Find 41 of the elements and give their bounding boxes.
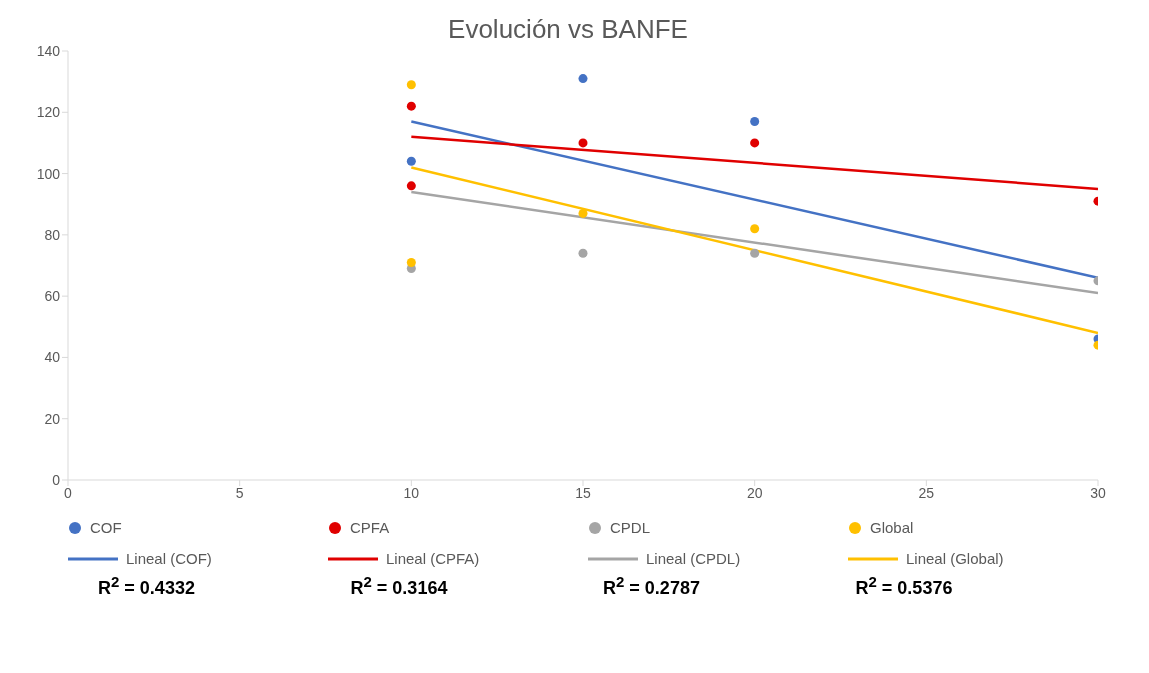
y-tick-label: 140 [36, 42, 61, 59]
x-tick-label: 25 [918, 484, 935, 501]
x-tick-label: 20 [746, 484, 763, 501]
y-tick-label: 60 [44, 288, 61, 305]
point [578, 138, 588, 148]
point [578, 74, 588, 84]
y-tick-label: 20 [44, 410, 61, 427]
x-tick-label: 15 [575, 484, 591, 501]
point [750, 138, 760, 148]
legend-label: Lineal (COF) [126, 550, 212, 567]
point [750, 224, 760, 234]
point [406, 257, 416, 267]
legend-label: Lineal (CPFA) [386, 550, 480, 567]
x-tick-label: 0 [64, 484, 73, 501]
legend-label: Lineal (Global) [906, 550, 1004, 567]
y-tick-label: 40 [44, 349, 61, 366]
x-tick-label: 10 [403, 484, 420, 501]
legend-label: COF [90, 519, 122, 536]
point [406, 156, 416, 166]
legend-label: Global [870, 519, 914, 536]
point [406, 181, 416, 191]
point [406, 101, 416, 111]
y-tick-label: 100 [36, 165, 61, 182]
point [406, 80, 416, 90]
text: R$^{2}$ = 0.4332 [98, 573, 196, 599]
y-tick-label: 120 [36, 104, 61, 121]
y-tick-label: 0 [52, 471, 61, 488]
text: R$^{2}$ = 0.2787 [603, 573, 701, 599]
x-tick-label: 5 [235, 484, 244, 501]
legend-label: CPDL [610, 519, 651, 536]
point [750, 116, 760, 126]
point [578, 208, 588, 218]
text: R$^{2}$ = 0.3164 [350, 573, 449, 599]
point [578, 248, 588, 258]
point [750, 248, 760, 258]
legend-label: Lineal (CPDL) [646, 550, 741, 567]
x-tick-label: 30 [1090, 484, 1106, 501]
legend-label: CPFA [350, 519, 390, 536]
text: R$^{2}$ = 0.5376 [855, 573, 954, 599]
chart-title: Evolución vs BANFE [448, 14, 688, 44]
y-tick-label: 80 [44, 226, 61, 243]
